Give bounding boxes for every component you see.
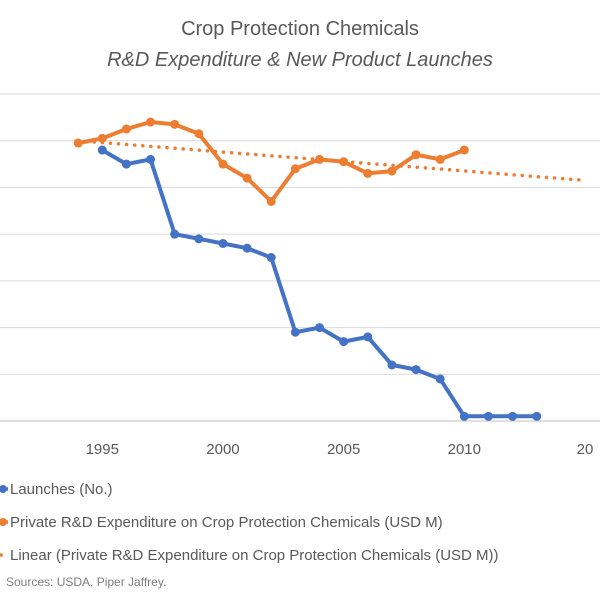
rd-expenditure-point [387, 166, 397, 176]
launches-point [483, 411, 493, 421]
rd-expenditure-point [435, 154, 445, 164]
launches-point [121, 159, 131, 169]
launches-point [411, 365, 421, 375]
launches-point [363, 332, 373, 342]
legend-label: Linear (Private R&D Expenditure on Crop … [10, 547, 499, 564]
rd-expenditure-point [315, 154, 324, 164]
launches-point [242, 243, 252, 253]
legend-marker [0, 485, 7, 493]
gridlines [0, 93, 600, 422]
rd-expenditure-point [121, 124, 131, 134]
rd-expenditure-point [411, 150, 421, 160]
legend: Launches (No.) Private R&D Expenditure on… [0, 481, 499, 564]
x-axis: 1995 2000 2005 2010 20 [86, 441, 594, 458]
rd-expenditure-point [290, 164, 300, 174]
launches-point [218, 238, 228, 248]
rd-expenditure-point [459, 145, 469, 155]
rd-expenditure-point [73, 138, 83, 148]
rd-expenditure-point [363, 168, 373, 178]
chart-subtitle: R&D Expenditure & New Product Launches [107, 49, 493, 71]
launches-point [146, 154, 156, 164]
launches-point [290, 327, 300, 337]
x-tick-label: 2000 [206, 441, 239, 458]
rd-expenditure-point [266, 196, 276, 206]
rd-expenditure-point [170, 119, 180, 129]
rd-expenditure-point [146, 117, 156, 127]
launches-point [194, 234, 204, 244]
launches-point [459, 411, 469, 421]
legend-label: Private R&D Expenditure on Crop Protecti… [10, 514, 443, 531]
x-tick-label: 2005 [327, 441, 360, 458]
source-note: Sources: USDA, Piper Jaffrey. [6, 575, 166, 589]
rd-expenditure-point [242, 173, 252, 183]
x-tick-label: 1995 [86, 441, 119, 458]
launches-point [170, 229, 180, 239]
x-tick-label: 20 [577, 441, 594, 458]
launches-point [315, 323, 324, 333]
rd-expenditure-point [218, 159, 228, 169]
launches-point [387, 360, 397, 370]
launches-line [100, 148, 539, 419]
launches-point [97, 145, 107, 155]
launches-point [532, 411, 542, 421]
x-tick-label: 2010 [448, 441, 481, 458]
legend-marker [0, 518, 7, 526]
rd-expenditure-point [97, 133, 107, 143]
chart-title: Crop Protection Chemicals [181, 18, 419, 40]
launches-point [435, 374, 445, 384]
launches-point [266, 253, 276, 262]
plot-area [73, 117, 587, 421]
launches-point [508, 411, 518, 421]
rd-expenditure-point [194, 129, 204, 139]
legend-label: Launches (No.) [10, 481, 113, 498]
launches-point [339, 337, 349, 347]
rd-expenditure-point [339, 157, 349, 167]
